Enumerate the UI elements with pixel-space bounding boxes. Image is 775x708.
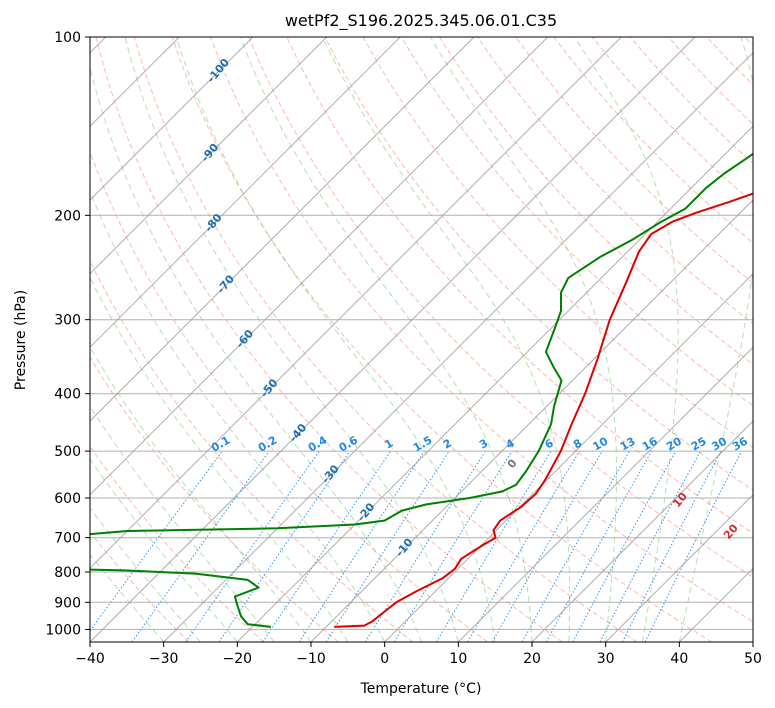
mixing-ratio-line — [393, 450, 513, 642]
isotherm-line — [236, 125, 753, 642]
moist-adiabat-line — [90, 276, 349, 642]
dry-adiabat-line — [133, 37, 638, 642]
isotherm-line — [90, 37, 401, 349]
mixing-ratio-lines — [90, 450, 743, 642]
moist-adiabat-line — [430, 37, 617, 642]
y-tick-label: 600 — [54, 491, 81, 507]
x-tick-label: 10 — [449, 651, 467, 667]
x-tick-label: −40 — [75, 651, 105, 667]
mixing-ratio-line — [545, 450, 653, 642]
mixing-ratio-line — [262, 450, 392, 642]
x-tick-label: 20 — [523, 651, 541, 667]
isotherms — [90, 37, 753, 642]
x-tick-label: 0 — [380, 651, 389, 667]
isotherm-line — [531, 420, 753, 642]
moist-adiabat-line — [90, 507, 201, 642]
y-tick-label: 700 — [54, 531, 81, 547]
dry-adiabat-line — [248, 37, 753, 578]
dry-adiabat-line — [210, 37, 753, 623]
moist-adiabat-line — [90, 553, 165, 642]
isotherm-line — [310, 199, 753, 642]
isotherm-line — [90, 37, 549, 496]
dry-adiabat-line — [400, 37, 753, 407]
moist-adiabat-line — [322, 37, 571, 642]
dry-adiabat-line — [90, 531, 190, 642]
series-lines — [90, 152, 753, 628]
moist-adiabat-line — [239, 37, 533, 642]
y-tick-label: 500 — [54, 444, 81, 460]
isotherm-line — [457, 346, 753, 642]
pressure-gridlines — [90, 37, 753, 630]
chart-title: wetPf2_S196.2025.345.06.01.C35 — [285, 11, 557, 31]
moist-adiabats — [90, 37, 753, 642]
x-axis-label: Temperature (°C) — [360, 681, 482, 697]
y-tick-label: 200 — [54, 208, 81, 224]
isotherm-line — [90, 37, 328, 275]
y-tick-label: 100 — [54, 30, 81, 46]
moist-adiabat-line — [124, 37, 459, 642]
mixing-ratio-line — [621, 450, 722, 642]
plot-frame — [89, 36, 754, 643]
mixing-ratio-line — [364, 450, 486, 642]
dry-adiabat-line — [90, 356, 339, 642]
x-axis: −40 −30 −20 −10 0 10 20 30 40 50 — [75, 642, 762, 667]
isotherm-line — [605, 493, 753, 642]
moist-adiabat-line — [90, 189, 386, 642]
mixing-ratio-line — [185, 450, 320, 642]
y-tick-label: 800 — [54, 565, 81, 581]
mixing-ratio-line — [325, 450, 450, 642]
mixing-ratio-line — [572, 450, 677, 642]
moist-adiabat-line — [574, 37, 679, 642]
x-tick-label: 30 — [597, 651, 615, 667]
dry-adiabat-line — [90, 150, 488, 642]
x-tick-label: 40 — [670, 651, 688, 667]
y-axis: 1000 900 800 700 600 500 400 300 200 100 — [45, 30, 90, 638]
dry-adiabat-line — [90, 445, 264, 642]
temperature-line — [334, 192, 753, 628]
moist-adiabat-line — [175, 37, 496, 642]
x-tick-label: −10 — [296, 651, 326, 667]
dewpoint-line — [90, 152, 753, 628]
x-tick-label: −20 — [223, 651, 253, 667]
moist-adiabat-line — [90, 65, 422, 642]
dry-adiabat-line — [438, 37, 753, 366]
mixing-ratio-line — [435, 450, 552, 642]
mixing-ratio-line — [521, 450, 630, 642]
y-tick-label: 900 — [54, 595, 81, 611]
mixing-ratio-line — [131, 450, 270, 642]
mixing-ratio-line — [599, 450, 701, 642]
y-tick-label: 300 — [54, 313, 81, 329]
mixing-ratio-line — [298, 450, 425, 642]
dry-adiabat-line — [515, 37, 753, 284]
mixing-ratio-line — [218, 450, 351, 642]
dry-adiabat-line — [171, 37, 712, 642]
y-tick-label: 400 — [54, 387, 81, 403]
moist-adiabat-line — [90, 405, 275, 642]
isotherm-line — [163, 51, 753, 642]
mixing-ratio-line — [644, 450, 743, 642]
moist-adiabat-line — [678, 37, 753, 642]
isotherm-line — [90, 37, 254, 201]
mixing-ratio-line — [90, 450, 223, 632]
isotherm-line — [90, 37, 696, 642]
isotherm-line — [90, 37, 475, 422]
y-tick-label: 1000 — [45, 622, 81, 638]
y-axis-label: Pressure (hPa) — [13, 290, 29, 390]
x-tick-label: 50 — [744, 651, 762, 667]
x-tick-label: −30 — [149, 651, 179, 667]
isotherm-line — [90, 37, 622, 570]
dry-adiabat-line — [95, 37, 563, 642]
isotherm-line — [384, 272, 753, 642]
moist-adiabat-line — [90, 458, 238, 642]
dry-adiabat-line — [324, 37, 753, 491]
